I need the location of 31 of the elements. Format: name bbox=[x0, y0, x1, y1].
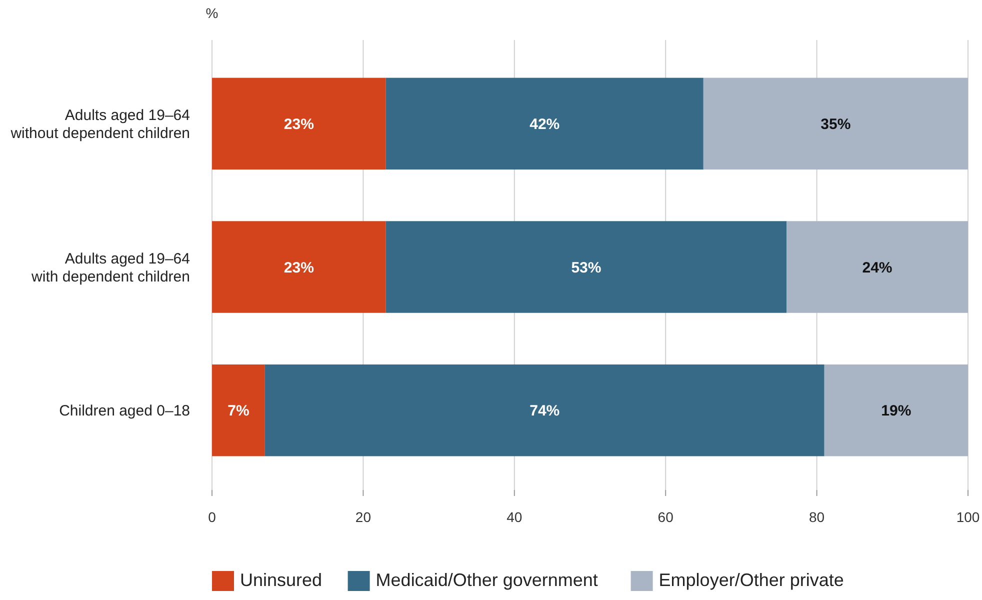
x-tick-label: 80 bbox=[809, 509, 825, 525]
data-label: 23% bbox=[284, 116, 314, 133]
bar bbox=[264, 364, 824, 456]
x-tick-label: 100 bbox=[956, 509, 980, 525]
bar bbox=[786, 221, 968, 313]
data-label: 23% bbox=[284, 259, 314, 276]
y-tick-label: Adults aged 19–64 with dependent children bbox=[30, 250, 190, 286]
data-label: 24% bbox=[862, 259, 892, 276]
bar bbox=[212, 364, 265, 456]
bar bbox=[212, 221, 386, 313]
data-label: 53% bbox=[571, 259, 602, 276]
bar bbox=[824, 364, 968, 456]
x-tick-label: 0 bbox=[208, 509, 216, 525]
legend-label: Employer/Other private bbox=[658, 570, 844, 590]
data-label: 19% bbox=[881, 402, 912, 420]
bar bbox=[212, 78, 386, 170]
legend-label: Medicaid/Other government bbox=[376, 570, 598, 590]
bar bbox=[386, 78, 704, 170]
y-tick-label: Children aged 0–18 bbox=[59, 402, 190, 420]
x-tick-label: 20 bbox=[355, 509, 372, 525]
data-label: 35% bbox=[820, 116, 851, 133]
x-axis-title: % bbox=[206, 5, 218, 21]
bar bbox=[703, 78, 968, 170]
bar bbox=[386, 221, 787, 313]
y-tick-label: Adults aged 19–64 without dependent children bbox=[10, 106, 190, 142]
data-label: 7% bbox=[228, 402, 250, 420]
legend-label: Uninsured bbox=[240, 570, 322, 590]
x-tick-label: 40 bbox=[506, 509, 522, 525]
data-label: 74% bbox=[530, 402, 560, 420]
data-label: 42% bbox=[530, 116, 560, 133]
x-tick-label: 60 bbox=[658, 509, 674, 525]
